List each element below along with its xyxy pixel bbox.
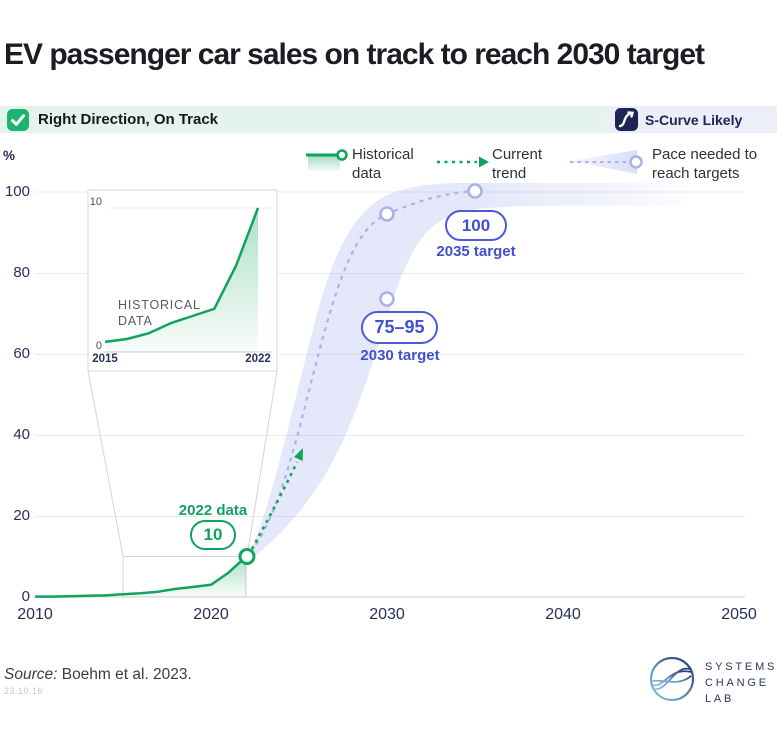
legend-historical-line2: data [352, 164, 382, 182]
inset-y-min: 0 [95, 340, 102, 352]
status-banner: Right Direction, On Track S-Curve Likely [0, 106, 777, 133]
chart-code: 23.10.16 [4, 686, 44, 696]
legend-pace-swatch [570, 150, 643, 174]
status-banner-right: S-Curve Likely [606, 106, 777, 133]
data-2022-title: 2022 data [178, 502, 248, 519]
x-tick-2030: 2030 [369, 606, 405, 623]
legend-trend: Current trend [492, 146, 542, 183]
legend-historical: Historical data [352, 146, 414, 183]
inset-y-max: 10 [89, 196, 102, 208]
target-2030-low-marker [379, 291, 395, 307]
status-label: Right Direction, On Track [38, 111, 219, 128]
status-banner-left: Right Direction, On Track [0, 106, 606, 133]
y-tick-100: 100 [4, 183, 30, 200]
inset-x-max: 2022 [245, 353, 271, 365]
inset-line [104, 207, 260, 344]
target-2030-label: 2030 target [360, 347, 440, 364]
legend-trend-swatch [437, 156, 489, 168]
data-2022-marker [238, 548, 256, 565]
inset-label-line1: HISTORICAL [118, 298, 201, 312]
y-tick-80: 80 [13, 264, 30, 281]
y-tick-0: 0 [21, 588, 30, 605]
source-prefix: Source: [4, 666, 58, 683]
target-2030-high-marker [379, 206, 395, 222]
legend-historical-swatch [306, 149, 348, 171]
target-2035-marker [467, 183, 483, 199]
logo-line1: SYSTEMS [705, 661, 777, 673]
systems-change-lab-logo-icon [649, 656, 695, 702]
x-tick-2010: 2010 [17, 606, 53, 623]
inset-x-min: 2015 [92, 353, 118, 365]
legend-trend-line1: Current [492, 146, 543, 163]
page-title: EV passenger car sales on track to reach… [4, 38, 705, 71]
y-tick-40: 40 [13, 426, 30, 443]
trend-arrowhead [294, 448, 303, 461]
trend-curve [250, 461, 299, 550]
data-2022-badge: 10 [190, 520, 236, 550]
pace-band [250, 183, 690, 555]
inset-area [105, 208, 258, 352]
legend-pace-line2: reach targets [652, 164, 740, 182]
x-tick-2020: 2020 [193, 606, 229, 623]
x-tick-2050: 2050 [721, 606, 757, 623]
check-icon [7, 108, 29, 131]
target-2035-label: 2035 target [436, 243, 516, 260]
inset-label-line2: DATA [118, 314, 153, 328]
legend-pace: Pace needed to reach targets [652, 146, 757, 183]
target-2030-badge: 75–95 [361, 311, 438, 344]
scurve-label: S-Curve Likely [645, 111, 743, 128]
systems-change-lab-logo-text: SYSTEMS CHANGE LAB [705, 659, 777, 707]
historical-line [35, 555, 248, 598]
y-tick-20: 20 [13, 507, 30, 524]
inset-label: HISTORICAL DATA [118, 297, 201, 329]
x-tick-2040: 2040 [545, 606, 581, 623]
y-tick-60: 60 [13, 345, 30, 362]
target-2035-badge: 100 [445, 210, 507, 241]
s-curve-icon [615, 108, 638, 131]
legend-trend-line2: trend [492, 164, 527, 182]
logo-line3: LAB [705, 693, 735, 705]
legend-pace-line1: Pace needed to [652, 146, 758, 163]
pace-curve [250, 189, 476, 553]
source-text: Boehm et al. 2023. [57, 666, 192, 683]
legend-historical-line1: Historical [352, 146, 414, 163]
y-axis-unit: % [3, 148, 16, 163]
source-note: Source: Boehm et al. 2023. [4, 666, 192, 684]
logo-line2: CHANGE [705, 677, 769, 689]
historical-area [123, 556, 247, 597]
